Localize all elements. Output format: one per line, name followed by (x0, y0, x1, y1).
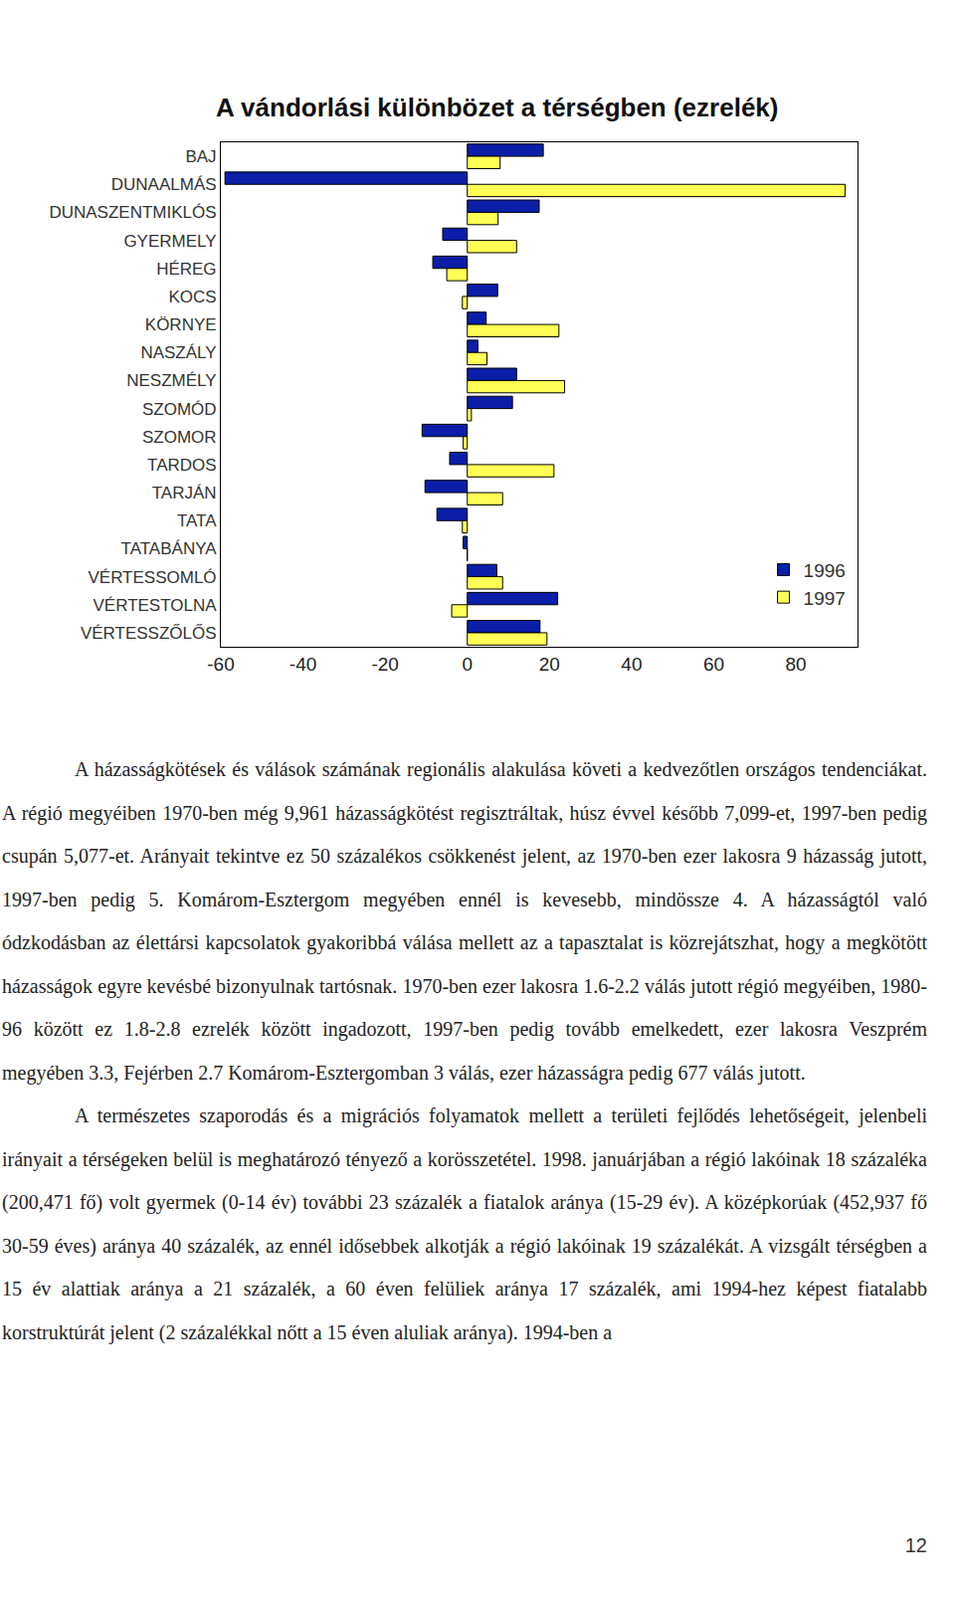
svg-text:NESZMÉLY: NESZMÉLY (126, 371, 216, 390)
svg-text:-40: -40 (289, 653, 317, 675)
svg-text:GYERMELY: GYERMELY (123, 231, 216, 251)
svg-text:NASZÁLY: NASZÁLY (140, 343, 216, 363)
svg-text:DUNASZENTMIKLÓS: DUNASZENTMIKLÓS (48, 202, 216, 222)
svg-text:HÉREG: HÉREG (156, 259, 216, 279)
svg-text:TARJÁN: TARJÁN (152, 483, 217, 503)
svg-text:VÉRTESSZŐLŐS: VÉRTESSZŐLŐS (80, 623, 217, 643)
svg-text:1997: 1997 (803, 587, 846, 609)
html-text:A természetes szaporodás és a: A természetes szaporodás és a migrációs … (1, 1104, 928, 1343)
svg-text:TATA: TATA (177, 511, 217, 531)
svg-text:A vándorlási különbözet a térs: A vándorlási különbözet a térségben (ezr… (215, 92, 778, 123)
svg-text:KÖRNYE: KÖRNYE (145, 315, 217, 335)
svg-text:0: 0 (461, 653, 473, 675)
svg-text:TATABÁNYA: TATABÁNYA (121, 539, 218, 559)
svg-text:-60: -60 (206, 653, 234, 675)
svg-text:60: 60 (703, 653, 725, 675)
svg-text:-20: -20 (371, 653, 398, 675)
svg-text:SZOMÓD: SZOMÓD (142, 399, 217, 419)
svg-text:1996: 1996 (803, 560, 846, 581)
svg-text:40: 40 (620, 653, 642, 675)
svg-text:VÉRTESSOMLÓ: VÉRTESSOMLÓ (87, 568, 216, 587)
svg-text:KOCS: KOCS (168, 287, 216, 307)
html-text:12: 12 (905, 1533, 928, 1556)
svg-text:80: 80 (784, 653, 806, 675)
html-text:A házasságkötések és válások s: A házasságkötések és válások számának re… (1, 758, 928, 1083)
svg-text:VÉRTESTOLNA: VÉRTESTOLNA (93, 595, 218, 615)
svg-text:DUNAALMÁS: DUNAALMÁS (111, 175, 217, 194)
svg-text:20: 20 (539, 653, 561, 675)
svg-text:TARDOS: TARDOS (147, 455, 217, 475)
svg-text:BAJ: BAJ (185, 147, 216, 167)
svg-text:SZOMOR: SZOMOR (142, 427, 217, 447)
html-text:Nyílt Lapok 1999/1: Nyílt Lapok 1999/1 (777, 3, 928, 24)
